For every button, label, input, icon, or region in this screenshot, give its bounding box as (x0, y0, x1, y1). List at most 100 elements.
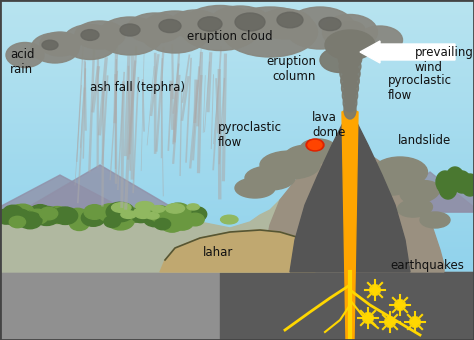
Bar (0, 119, 474, 120)
Ellipse shape (319, 17, 341, 31)
Bar (0, 174, 474, 175)
Bar (0, 44, 474, 45)
Bar (0, 298, 474, 299)
Bar (0, 52, 474, 53)
Bar (0, 293, 474, 294)
Bar (0, 173, 474, 174)
Ellipse shape (31, 33, 79, 63)
Ellipse shape (98, 204, 124, 222)
Bar (0, 225, 474, 226)
Bar (0, 8, 474, 9)
Ellipse shape (30, 205, 51, 219)
Bar (0, 113, 474, 114)
Bar (0, 246, 474, 247)
Bar (0, 145, 474, 146)
Ellipse shape (53, 207, 78, 224)
Bar (0, 190, 474, 191)
Ellipse shape (343, 94, 357, 112)
Ellipse shape (146, 212, 159, 219)
Bar (0, 5, 474, 6)
Bar (0, 172, 474, 173)
Bar (0, 280, 474, 281)
Ellipse shape (185, 206, 207, 222)
Bar (0, 103, 474, 104)
Bar (0, 57, 474, 58)
Bar (0, 286, 474, 287)
Bar (0, 273, 474, 274)
Bar (0, 120, 474, 121)
Bar (0, 177, 474, 178)
Ellipse shape (446, 167, 464, 189)
Bar (0, 189, 474, 190)
Bar (0, 29, 474, 30)
Bar (0, 91, 474, 92)
Bar (0, 330, 474, 331)
Bar (0, 233, 474, 234)
Bar (0, 327, 474, 328)
Bar (0, 13, 474, 14)
Ellipse shape (335, 21, 365, 39)
Bar (0, 232, 474, 233)
Bar (0, 214, 474, 215)
Bar (0, 196, 474, 197)
Circle shape (365, 316, 371, 321)
Bar (0, 213, 474, 214)
Bar (0, 268, 474, 269)
Bar (0, 65, 474, 66)
Ellipse shape (180, 5, 260, 51)
Bar (0, 164, 474, 165)
Bar (0, 127, 474, 128)
Bar (0, 235, 474, 236)
Bar (0, 102, 474, 103)
Bar (0, 336, 474, 337)
Bar (0, 256, 474, 257)
Bar (0, 93, 474, 94)
Polygon shape (290, 112, 410, 272)
Ellipse shape (9, 205, 30, 219)
Bar (0, 251, 474, 252)
Bar (0, 104, 474, 105)
Bar (0, 112, 474, 113)
Bar (0, 291, 474, 292)
Bar (0, 200, 474, 201)
Bar (0, 245, 474, 246)
Bar (0, 36, 474, 37)
Bar (0, 90, 474, 91)
Bar (0, 215, 474, 216)
Bar (0, 23, 474, 24)
Ellipse shape (159, 19, 181, 33)
Bar (0, 58, 474, 59)
Bar (0, 105, 474, 106)
Bar (0, 279, 474, 280)
Bar (0, 249, 474, 250)
Bar (0, 162, 474, 163)
Polygon shape (415, 178, 474, 212)
Bar (0, 111, 474, 112)
Bar (0, 153, 474, 154)
Polygon shape (160, 230, 315, 272)
Bar (0, 132, 474, 133)
Bar (0, 323, 474, 324)
Bar (0, 300, 474, 301)
Bar (0, 248, 474, 249)
Bar (0, 12, 474, 13)
Ellipse shape (186, 213, 204, 226)
Bar (0, 142, 474, 143)
Bar (0, 80, 474, 81)
Bar (0, 156, 474, 157)
Bar (0, 15, 474, 16)
Polygon shape (342, 108, 358, 340)
Ellipse shape (18, 212, 42, 229)
Ellipse shape (81, 30, 99, 40)
Bar (0, 122, 474, 123)
Bar (0, 184, 474, 185)
Ellipse shape (111, 203, 131, 212)
Bar (0, 203, 474, 204)
Bar (0, 115, 474, 116)
Bar (0, 216, 474, 217)
Bar (0, 272, 474, 273)
Bar (0, 114, 474, 115)
Bar (0, 108, 474, 109)
Ellipse shape (106, 202, 134, 222)
Bar (0, 123, 474, 124)
